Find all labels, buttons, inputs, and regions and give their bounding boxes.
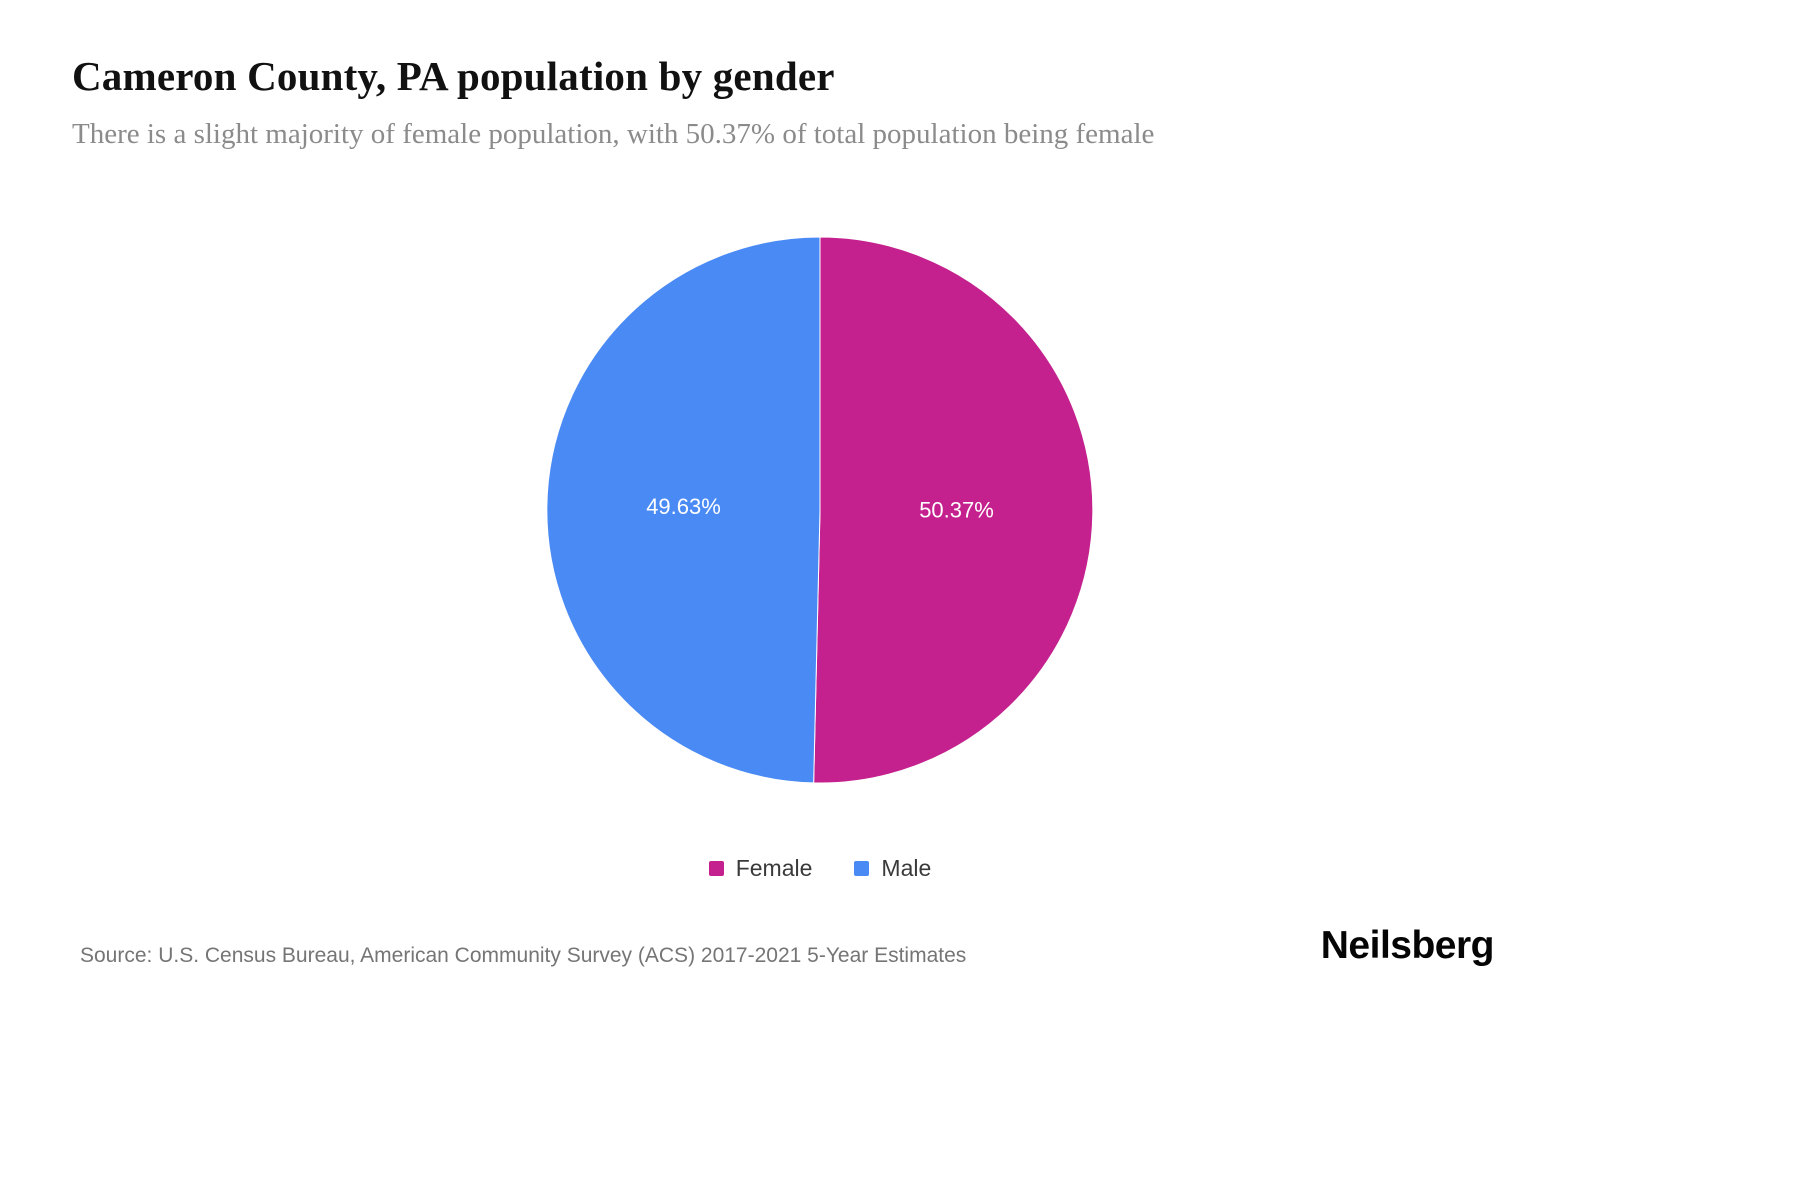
legend-item-female[interactable]: Female	[708, 855, 813, 882]
pie-slice-value-male: 49.63%	[646, 494, 721, 519]
source-note: Source: U.S. Census Bureau, American Com…	[80, 944, 967, 967]
chart-subtitle: There is a slight majority of female pop…	[72, 118, 1155, 150]
brand-logo: Neilsberg	[1320, 924, 1495, 967]
legend-swatch-female	[708, 861, 724, 876]
chart-title: Cameron County, PA population by gender	[72, 53, 835, 99]
pie-slice-female[interactable]	[813, 236, 1094, 784]
chart-legend: Female Male	[520, 855, 1120, 882]
pie-slice-value-female: 50.37%	[919, 497, 994, 522]
legend-label-male: Male	[881, 855, 932, 881]
legend-label-female: Female	[735, 855, 813, 881]
pie-chart: 50.37% 49.63%	[545, 235, 1095, 785]
legend-swatch-male	[854, 861, 870, 876]
pie-chart-svg: 50.37% 49.63%	[546, 236, 1094, 784]
legend-item-male[interactable]: Male	[854, 855, 931, 882]
pie-slice-male[interactable]	[546, 236, 821, 784]
